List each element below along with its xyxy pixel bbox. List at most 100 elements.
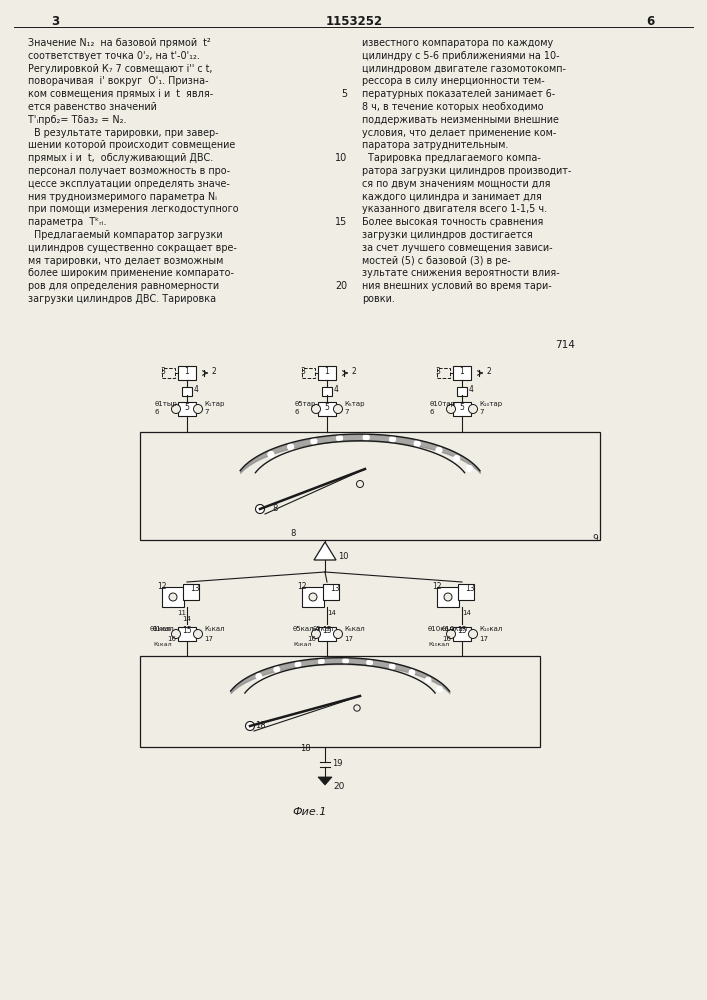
Text: 6: 6	[646, 15, 654, 28]
Circle shape	[469, 630, 477, 639]
Text: мостей (5) с базовой (3) в ре-: мостей (5) с базовой (3) в ре-	[362, 256, 510, 266]
Circle shape	[310, 438, 317, 445]
Text: 16: 16	[167, 636, 176, 642]
Text: за счет лучшего совмещения зависи-: за счет лучшего совмещения зависи-	[362, 243, 553, 253]
Text: 17: 17	[479, 636, 488, 642]
Bar	[318, 402, 336, 416]
Bar	[438, 368, 450, 378]
Text: θ10кал: θ10кал	[442, 626, 468, 632]
Bar	[453, 627, 471, 641]
Text: ров для определения равномерности: ров для определения равномерности	[28, 281, 219, 291]
Text: 17: 17	[204, 636, 213, 642]
Circle shape	[295, 661, 301, 667]
Text: 4: 4	[194, 385, 199, 394]
Circle shape	[356, 481, 363, 488]
Text: 13: 13	[465, 584, 474, 593]
Text: 714: 714	[555, 340, 575, 350]
Circle shape	[309, 593, 317, 601]
Bar	[453, 402, 471, 416]
Text: 16: 16	[307, 636, 316, 642]
Text: К₁₀кал: К₁₀кал	[479, 626, 503, 632]
Text: 20: 20	[335, 281, 347, 291]
Text: 15: 15	[322, 626, 332, 635]
Text: θ1тыр: θ1тыр	[155, 401, 177, 407]
Text: ния внешних условий во время тари-: ния внешних условий во время тари-	[362, 281, 551, 291]
Text: 9: 9	[592, 534, 597, 543]
Text: цилиндров существенно сокращает вре-: цилиндров существенно сокращает вре-	[28, 243, 237, 253]
Text: 17: 17	[344, 636, 353, 642]
Text: 12: 12	[157, 582, 167, 591]
Circle shape	[444, 593, 452, 601]
Text: рессора в силу инерционности тем-: рессора в силу инерционности тем-	[362, 76, 545, 86]
Text: 15: 15	[182, 626, 192, 635]
Text: К₁₀тар: К₁₀тар	[479, 401, 502, 407]
Text: 12: 12	[432, 582, 441, 591]
Text: T'ᵢпрб₂= Тδаз₂ = N₂.: T'ᵢпрб₂= Тδаз₂ = N₂.	[28, 115, 127, 125]
Circle shape	[274, 666, 280, 672]
Circle shape	[447, 630, 455, 639]
Circle shape	[466, 465, 472, 472]
Circle shape	[256, 673, 262, 679]
Text: ся по двум значениям мощности для: ся по двум значениям мощности для	[362, 179, 551, 189]
Text: В результате тарировки, при завер-: В результате тарировки, при завер-	[28, 128, 218, 138]
Text: 4: 4	[469, 385, 474, 394]
Text: 7: 7	[204, 409, 209, 415]
Text: каждого цилиндра и занимает для: каждого цилиндра и занимает для	[362, 192, 542, 202]
Circle shape	[312, 630, 320, 639]
Text: 14: 14	[182, 616, 191, 622]
Text: 1: 1	[460, 367, 464, 376]
Text: 13: 13	[330, 584, 339, 593]
Text: 1: 1	[325, 367, 329, 376]
Circle shape	[436, 447, 442, 453]
Circle shape	[363, 434, 369, 441]
Text: К₅кал: К₅кал	[293, 642, 312, 647]
Text: ком совмещения прямых i и  t  явля-: ком совмещения прямых i и t явля-	[28, 89, 214, 99]
Circle shape	[334, 404, 342, 414]
Text: персонал получает возможность в про-: персонал получает возможность в про-	[28, 166, 230, 176]
Bar	[140, 656, 540, 747]
Text: более широким применение компарато-: более широким применение компарато-	[28, 268, 234, 278]
Text: 10: 10	[338, 552, 349, 561]
Polygon shape	[318, 777, 332, 785]
Text: 14: 14	[327, 610, 336, 616]
Text: указанного двигателя всего 1-1,5 ч.: указанного двигателя всего 1-1,5 ч.	[362, 204, 547, 214]
Bar	[457, 386, 467, 395]
Text: 6: 6	[430, 409, 435, 415]
Text: 18: 18	[255, 721, 266, 730]
Circle shape	[318, 659, 325, 665]
Text: ния трудноизмеримого параметра Nᵢ: ния трудноизмеримого параметра Nᵢ	[28, 192, 217, 202]
Circle shape	[447, 404, 455, 414]
Text: соответствует точка 0'₂, на t'-0'₁₂.: соответствует точка 0'₂, на t'-0'₁₂.	[28, 51, 200, 61]
Bar	[437, 587, 459, 607]
Text: параметра  Tᵏᵣᵢ.: параметра Tᵏᵣᵢ.	[28, 217, 107, 227]
Circle shape	[389, 664, 395, 670]
Text: Фие.1: Фие.1	[293, 807, 327, 817]
Text: 18: 18	[300, 744, 310, 753]
Text: загрузки цилиндров ДВС. Тарировка: загрузки цилиндров ДВС. Тарировка	[28, 294, 216, 304]
Text: 1153252: 1153252	[325, 15, 382, 28]
Text: паратора затруднительным.: паратора затруднительным.	[362, 140, 508, 150]
Text: θ5тар: θ5тар	[295, 401, 316, 407]
Text: Более высокая точность сравнения: Более высокая точность сравнения	[362, 217, 544, 227]
Bar	[162, 587, 184, 607]
Circle shape	[172, 404, 180, 414]
Text: пературных показателей занимает 6-: пературных показателей занимает 6-	[362, 89, 555, 99]
Bar	[318, 366, 336, 380]
Circle shape	[390, 436, 396, 443]
Polygon shape	[314, 542, 336, 560]
Text: 7: 7	[344, 409, 349, 415]
Text: К₁кал: К₁кал	[204, 626, 225, 632]
Text: мя тарировки, что делает возможным: мя тарировки, что делает возможным	[28, 256, 223, 266]
Text: Тарировка предлагаемого компа-: Тарировка предлагаемого компа-	[362, 153, 541, 163]
Circle shape	[409, 669, 415, 675]
Circle shape	[245, 722, 255, 730]
Text: К₅тар: К₅тар	[344, 401, 365, 407]
Bar	[183, 584, 199, 600]
Text: поддерживать неизменными внешние: поддерживать неизменными внешние	[362, 115, 559, 125]
Text: при помощи измерения легкодоступного: при помощи измерения легкодоступного	[28, 204, 239, 214]
Text: ратора загрузки цилиндров производит-: ратора загрузки цилиндров производит-	[362, 166, 571, 176]
Text: прямых i и  t,  обслуживающий ДВС.: прямых i и t, обслуживающий ДВС.	[28, 153, 214, 163]
Text: зультате снижения вероятности влия-: зультате снижения вероятности влия-	[362, 268, 560, 278]
Text: 2: 2	[352, 367, 357, 376]
Text: 13: 13	[190, 584, 199, 593]
